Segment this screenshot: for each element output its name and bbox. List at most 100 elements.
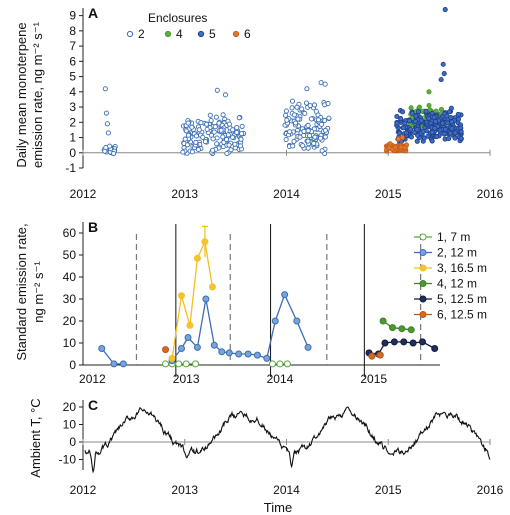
point-series-5 [415,109,422,115]
series-point-4 [379,317,387,325]
series-point-2 [184,334,192,341]
panel-a-ylabel-line2: emission rate, ng m⁻² s⁻¹ [30,21,45,168]
point-series-5 [442,126,449,132]
series-point-5 [418,338,426,346]
panel-b-y-tick-label: 10 [63,336,77,350]
point-series-5 [449,125,455,131]
point-series-2 [225,132,231,138]
point-series-5 [441,70,447,77]
point-series-2 [214,87,220,93]
point-series-5 [458,129,464,135]
point-series-2 [232,141,238,147]
point-series-2 [239,131,245,137]
point-series-5 [458,135,464,141]
point-series-2 [289,98,295,104]
point-series-2 [182,136,188,142]
panel-a-legend: 2 4 5 6 [126,27,251,41]
panel-a-y-tick-label: -1 [65,161,76,175]
point-series-5 [455,111,461,117]
point-series-4 [408,105,414,111]
point-series-2 [222,92,228,98]
panel-b-y-tick-label: 40 [63,270,77,284]
point-series-2 [319,148,325,154]
series-point-2 [281,291,289,299]
point-series-2 [322,127,328,133]
point-series-2 [224,150,230,157]
point-series-2 [305,128,311,134]
panel-c-x-tick-label: 2014 [273,483,300,497]
point-series-2 [103,145,109,151]
point-series-5 [403,130,409,136]
legend-label-2: 2 [138,27,145,41]
panel-b-x-tick-label: 2014 [267,372,294,386]
series-point-5 [431,345,439,352]
series-point-5 [381,339,389,347]
panel-c-y-tick-label: 0 [69,435,76,449]
legend-marker-5 [197,30,205,38]
point-series-2 [223,136,230,143]
panel-a-ylabel-line1: Daily mean monoterpene [14,22,29,167]
point-series-2 [237,143,243,149]
panel-a: A Daily mean monoterpene emission rate, … [14,5,504,201]
point-series-2 [287,129,293,135]
series-point-3 [201,238,209,246]
legend-label-6: 6 [244,27,251,41]
series-point-2 [304,343,312,351]
point-series-2 [103,110,109,116]
point-series-5 [441,131,447,137]
point-series-2 [189,124,195,130]
point-series-2 [185,120,191,126]
panel-a-x-tick-label: 2014 [273,187,300,201]
point-series-2 [216,120,222,126]
point-series-5 [455,116,462,122]
point-series-2 [284,117,290,123]
point-series-5 [452,135,458,141]
point-series-5 [431,114,437,120]
panel-b-x-tick-label: 2013 [173,372,200,386]
point-series-2 [311,140,317,146]
panel-b-axes: 0 10 20 30 40 50 60 2012 2013 2014 2015 [63,222,440,386]
legend-label-5: 5 [209,27,216,41]
legend-title: Enclosures [148,11,207,25]
point-series-2 [325,100,331,107]
point-series-2 [105,130,111,136]
point-series-4 [426,102,432,109]
point-series-5 [420,129,426,135]
series-point-3 [208,283,216,291]
point-series-2 [297,134,303,140]
legend-label: 6, 12.5 m [437,308,487,322]
point-series-2 [204,121,210,127]
legend-marker [419,295,427,303]
point-series-5 [426,115,432,121]
point-series-2 [299,106,305,112]
panel-b-legend: 1, 7 m 2, 12 m3, 16.5 m 4, 12 m5, 12.5 m 6,… [414,230,487,322]
panel-a-points [101,6,464,157]
point-series-2 [226,142,232,148]
point-series-6 [395,136,401,142]
panel-c: C Ambient T, °C Time -10 0 10 20 2012 2013 201… [28,397,504,515]
point-series-2 [239,123,245,129]
point-series-5 [448,114,454,121]
series-point-1 [182,360,190,368]
point-series-5 [449,119,455,125]
point-series-2 [196,127,202,133]
point-series-2 [307,133,313,139]
point-series-2 [198,120,204,126]
panel-b-y-tick-label: 0 [69,358,76,372]
series-point-4 [398,325,406,333]
point-series-2 [300,143,306,149]
legend-label: 1, 7 m [437,230,470,244]
series-point-4 [407,326,415,334]
point-series-2 [322,81,328,87]
series-point-2 [244,350,252,358]
point-series-5 [409,110,415,116]
panel-b-ylabel-line1: Standard emission rate, [14,223,29,360]
point-series-2 [210,147,216,153]
legend-marker [419,311,427,318]
series-point-2 [253,351,261,359]
series-point-2 [98,345,106,352]
panel-c-y-tick-label: -10 [59,453,77,467]
point-series-2 [230,127,236,133]
series-point-1 [175,360,183,368]
point-series-2 [326,115,332,121]
